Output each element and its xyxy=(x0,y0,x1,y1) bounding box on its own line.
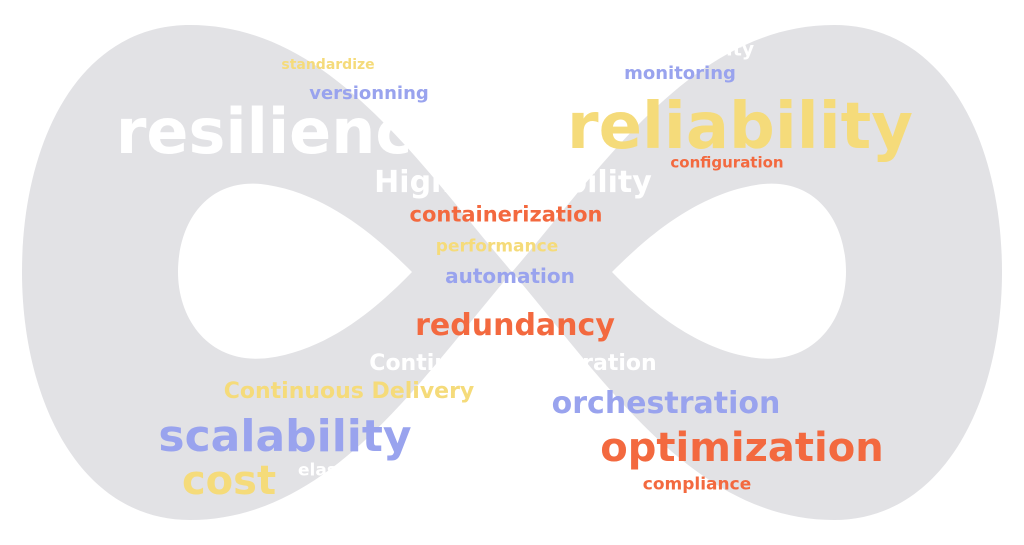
word-containerization: containerization xyxy=(409,202,603,227)
word-redundancy: redundancy xyxy=(415,308,615,343)
word-continuous-integration: Continuous Integration xyxy=(369,351,657,376)
word-elasticity: elasticity xyxy=(297,460,387,481)
word-reliability: reliability xyxy=(567,90,913,164)
word-scalability: scalability xyxy=(158,411,412,462)
word-performance: performance xyxy=(435,236,559,257)
word-orchestration: orchestration xyxy=(551,386,781,421)
word-compliance: compliance xyxy=(642,474,752,495)
word-monitoring: monitoring xyxy=(624,63,736,84)
word-configuration: configuration xyxy=(670,153,784,172)
word-resilience: resilience xyxy=(115,95,455,168)
word-standardize: standardize xyxy=(281,57,375,73)
word-high-availability: High Availability xyxy=(374,165,652,200)
word-security: security xyxy=(667,38,755,61)
word-cost: cost xyxy=(181,458,277,504)
word-automation: automation xyxy=(445,264,575,288)
word-optimization: optimization xyxy=(600,425,884,471)
word-versionning: versionning xyxy=(309,83,429,104)
word-continuous-delivery: Continuous Delivery xyxy=(223,379,475,404)
